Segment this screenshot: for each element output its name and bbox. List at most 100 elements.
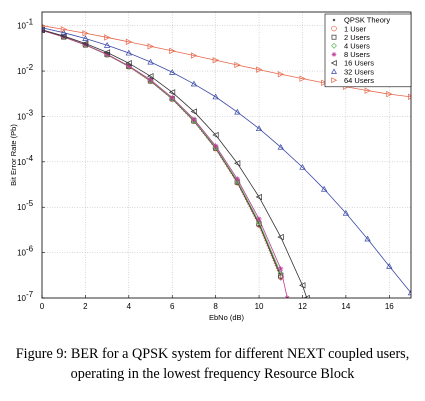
marker-triangle-up [42, 24, 46, 31]
marker-triangle-up [234, 108, 241, 115]
y-axis-label: Bit Error Rate (Pb) [9, 124, 18, 186]
x-axis-label: EbNo (dB) [209, 313, 245, 322]
y-tick-exponent: -6 [26, 245, 34, 254]
legend-label: 16 Users [344, 59, 374, 68]
x-tick-label: 16 [385, 302, 394, 311]
y-tick-exponent: -2 [26, 63, 34, 72]
marker-triangle-up [255, 125, 263, 132]
y-axis-ticks: 10-110-210-310-410-510-610-7 [17, 18, 45, 303]
marker-triangle-left [303, 294, 310, 298]
marker-diamond [255, 219, 263, 226]
legend-item: 32 Users [331, 67, 374, 76]
series-1-user [42, 27, 284, 280]
marker-triangle-right [104, 34, 111, 41]
marker-triangle-up [169, 68, 176, 75]
x-axis-ticks: 0 2 4 6 8 10 12 14 16 [40, 295, 394, 311]
marker-triangle-up [60, 29, 67, 36]
marker-triangle-up [342, 209, 350, 216]
series-2-users [42, 27, 284, 279]
marker-star [234, 176, 240, 182]
series-16-users [42, 26, 310, 298]
marker-triangle-right [277, 71, 285, 78]
series-line [42, 25, 411, 98]
marker-triangle-right [125, 38, 133, 46]
marker-star [331, 52, 337, 57]
marker-triangle-up [147, 58, 154, 65]
x-tick-label: 12 [298, 302, 307, 311]
x-tick-label: 14 [341, 302, 350, 311]
legend-label: 8 Users [344, 50, 370, 59]
marker-triangle-left [125, 60, 132, 67]
marker-triangle-right [364, 87, 371, 94]
marker-square [278, 273, 284, 279]
marker-dot [332, 18, 336, 22]
marker-diamond [212, 144, 219, 151]
ber-chart: 0 2 4 6 8 10 12 14 16 10-110-210-310-410-510-610… [9, 11, 412, 322]
marker-triangle-left [299, 282, 306, 289]
marker-triangle-up [320, 185, 328, 192]
series-line [42, 29, 308, 298]
series-32-users [42, 24, 411, 296]
marker-triangle-up [277, 143, 284, 150]
marker-triangle-right [321, 79, 328, 87]
marker-star [213, 143, 219, 149]
marker-star [256, 216, 262, 222]
marker-triangle-up [125, 49, 133, 56]
marker-triangle-right [82, 30, 89, 37]
y-tick-label: 10 [17, 158, 26, 167]
y-tick-exponent: -1 [26, 18, 34, 27]
marker-triangle-up [82, 35, 89, 41]
marker-circle [331, 25, 337, 32]
y-tick-exponent: -7 [26, 290, 34, 299]
marker-diamond [331, 42, 337, 49]
marker-triangle-right [331, 77, 338, 84]
marker-circle [277, 274, 284, 280]
marker-star [104, 51, 110, 57]
y-tick-exponent: -4 [26, 154, 34, 163]
legend-label: 4 Users [344, 42, 370, 51]
marker-star [61, 34, 67, 40]
marker-star [191, 116, 197, 122]
marker-triangle-left [147, 73, 154, 80]
chart-series [42, 23, 411, 298]
marker-star [169, 95, 175, 101]
legend-label: 32 Users [344, 67, 374, 76]
y-tick-label: 10 [17, 112, 26, 121]
marker-star [126, 63, 132, 69]
marker-star [147, 77, 154, 83]
marker-triangle-up [299, 163, 306, 170]
y-tick-label: 10 [17, 249, 26, 258]
legend-item: 1 User [331, 24, 367, 33]
figure-caption: Figure 9: BER for a QPSK system for diff… [15, 346, 410, 382]
marker-triangle-left [168, 89, 176, 96]
marker-triangle-left [277, 233, 284, 241]
marker-triangle-left [330, 60, 337, 66]
marker-triangle-right [212, 57, 220, 64]
y-axis-label-group: Bit Error Rate (Pb) [9, 124, 18, 186]
marker-triangle-right [147, 43, 154, 50]
x-tick-label: 10 [255, 302, 264, 311]
x-tick-label: 4 [127, 302, 132, 311]
y-tick-label: 10 [17, 203, 26, 212]
marker-triangle-left [255, 193, 263, 201]
series-line [42, 27, 411, 294]
marker-triangle-up [331, 68, 337, 74]
x-tick-label: 2 [83, 302, 88, 311]
y-tick-exponent: -5 [26, 199, 34, 208]
marker-triangle-right [234, 61, 241, 69]
y-tick-label: 10 [17, 22, 26, 31]
legend-item: 4 Users [331, 42, 370, 51]
y-tick-exponent: -3 [26, 108, 34, 117]
x-tick-label: 6 [170, 302, 175, 311]
marker-triangle-up [407, 289, 411, 296]
x-tick-label: 8 [213, 302, 218, 311]
legend-item: 2 Users [331, 33, 370, 42]
marker-triangle-up [212, 93, 219, 100]
series-4-users [42, 27, 284, 277]
marker-triangle-up [386, 262, 393, 269]
marker-triangle-right [190, 52, 198, 59]
marker-triangle-left [212, 131, 219, 139]
marker-triangle-right [256, 66, 263, 73]
marker-diamond [42, 27, 46, 34]
y-tick-label: 10 [17, 67, 26, 76]
